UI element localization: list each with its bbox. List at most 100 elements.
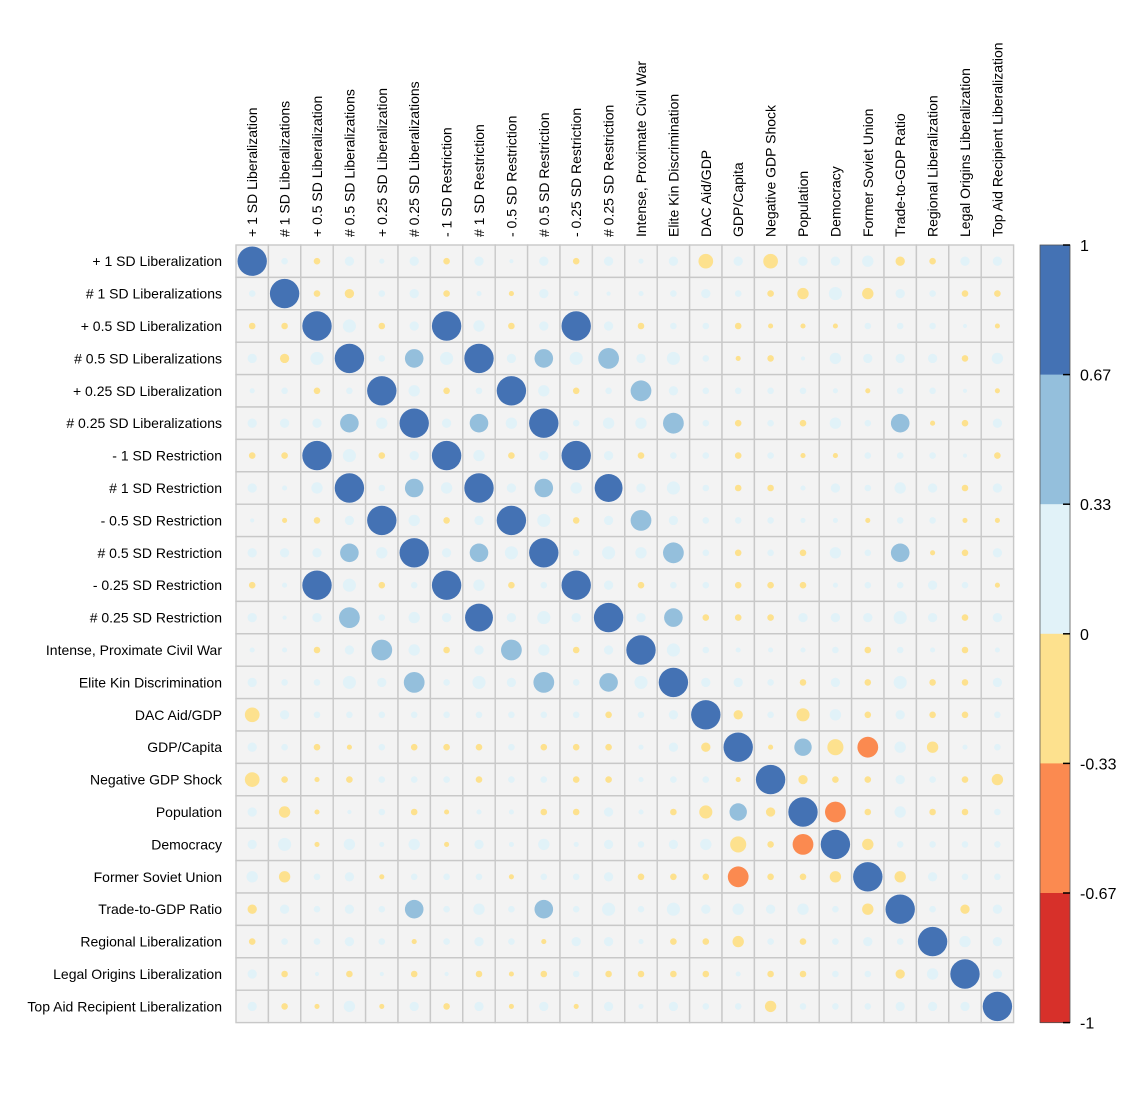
correlation-point (508, 743, 515, 751)
correlation-point (540, 776, 548, 783)
correlation-point (443, 517, 450, 524)
correlation-point (926, 968, 939, 980)
correlation-point (342, 675, 356, 689)
correlation-point (411, 939, 417, 945)
correlation-point (664, 608, 683, 627)
correlation-point (895, 256, 905, 266)
correlation-point (961, 419, 969, 427)
correlation-point (634, 675, 648, 689)
correlation-point (829, 547, 842, 559)
correlation-point (343, 1000, 356, 1013)
correlation-point (895, 1001, 905, 1012)
correlation-point (862, 838, 874, 851)
correlation-point (573, 291, 579, 297)
legend-tick-label: 0.67 (1080, 368, 1111, 385)
correlation-point (572, 549, 580, 557)
correlation-point (630, 510, 652, 531)
correlation-point (508, 452, 515, 459)
correlation-point (635, 417, 647, 429)
correlation-point (508, 581, 515, 589)
correlation-point (282, 647, 288, 653)
correlation-point (506, 483, 517, 493)
correlation-point (313, 257, 321, 265)
correlation-point (496, 376, 527, 406)
correlation-point (734, 1003, 742, 1010)
matrix-cell (494, 762, 529, 797)
correlation-point (865, 517, 871, 523)
correlation-point (408, 611, 420, 624)
correlation-point (663, 412, 684, 434)
correlation-point (767, 970, 774, 978)
correlation-point (767, 387, 774, 395)
column-label: - 0.5 SD Restriction (503, 116, 519, 237)
column-label: - 1 SD Restriction (439, 127, 455, 237)
correlation-point (281, 1003, 288, 1010)
column-label: + 1 SD Liberalization (244, 107, 260, 237)
correlation-point (832, 453, 838, 459)
legend-color-segment (1040, 893, 1070, 1024)
correlation-point (864, 581, 872, 589)
correlation-point (313, 517, 321, 524)
correlation-point (606, 291, 611, 296)
correlation-point (312, 548, 322, 558)
correlation-point (832, 582, 838, 588)
matrix-cell (591, 795, 626, 829)
correlation-point (735, 777, 741, 783)
correlation-point (282, 517, 288, 523)
correlation-point (474, 936, 484, 947)
correlation-point (961, 484, 969, 492)
correlation-point (767, 452, 774, 459)
correlation-point (927, 353, 938, 364)
correlation-point (408, 838, 420, 851)
correlation-point (572, 905, 580, 913)
correlation-point (929, 517, 936, 524)
correlation-point (832, 938, 839, 945)
correlation-point (465, 603, 493, 632)
correlation-point (505, 417, 518, 429)
correlation-point (961, 549, 969, 557)
correlation-point (637, 905, 645, 913)
correlation-point (496, 505, 527, 536)
correlation-point (670, 322, 677, 330)
correlation-point (767, 290, 774, 297)
correlation-point (593, 602, 624, 633)
correlation-point (342, 578, 356, 592)
correlation-point (666, 481, 680, 495)
correlation-point (342, 319, 356, 333)
correlation-point (443, 257, 450, 265)
correlation-point (279, 710, 290, 720)
correlation-point (929, 776, 936, 783)
correlation-point (701, 904, 711, 914)
correlation-point (992, 904, 1003, 914)
correlation-point (506, 612, 517, 623)
correlation-point (602, 417, 615, 429)
correlation-point (800, 647, 806, 653)
correlation-point (896, 938, 904, 945)
correlation-point (475, 743, 483, 751)
correlation-point (431, 570, 462, 600)
correlation-point (378, 484, 386, 492)
correlation-point (570, 482, 582, 494)
correlation-point (281, 679, 288, 686)
correlation-point (247, 839, 257, 850)
correlation-point (767, 938, 774, 945)
correlation-point (767, 581, 774, 589)
column-label: + 0.25 SD Liberalization (374, 88, 390, 237)
correlation-point (895, 288, 905, 299)
correlation-point (862, 287, 874, 300)
correlation-point (828, 287, 842, 301)
correlation-point (247, 1001, 257, 1012)
correlation-point (572, 419, 580, 427)
correlation-point (763, 253, 778, 269)
correlation-point (540, 581, 548, 589)
correlation-point (443, 711, 450, 719)
correlation-point (734, 290, 742, 297)
correlation-point (572, 679, 580, 686)
correlation-point (927, 872, 938, 882)
row-label: Democracy (151, 836, 222, 852)
correlation-point (733, 256, 743, 266)
correlation-point (832, 905, 839, 913)
row-labels: + 1 SD Liberalization # 1 SD Liberalizati… (27, 253, 223, 1014)
matrix-cell (494, 924, 529, 959)
correlation-point (603, 515, 614, 526)
